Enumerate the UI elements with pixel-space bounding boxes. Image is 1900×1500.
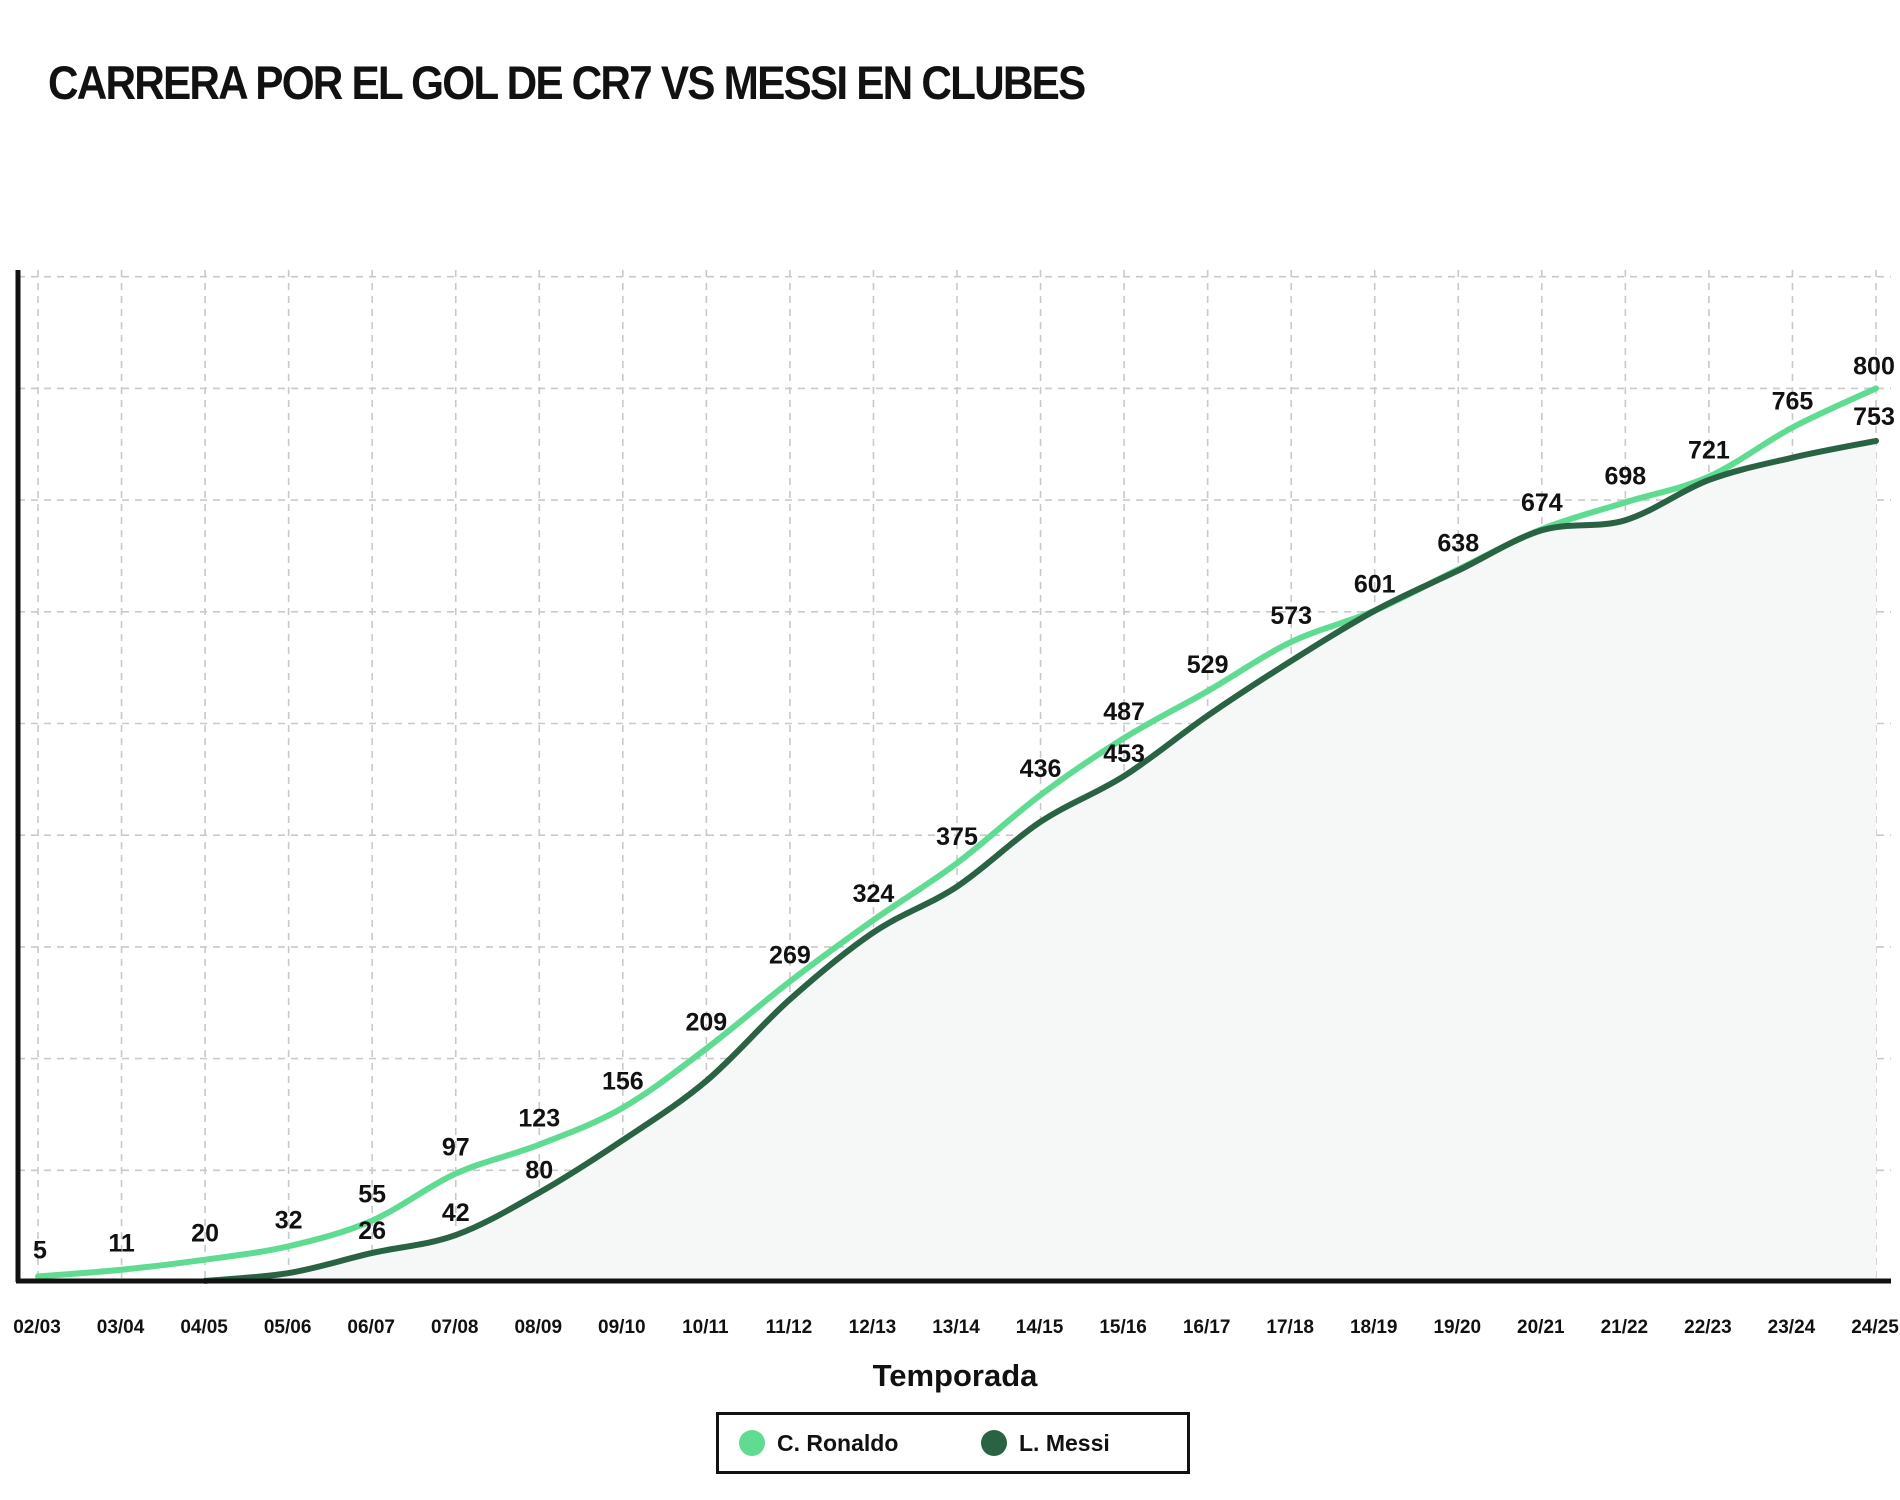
ronaldo-data-label: 529 — [1187, 651, 1229, 679]
ronaldo-series-line — [35, 385, 1879, 1280]
x-tick-label: 13/14 — [932, 1317, 980, 1338]
messi-data-label: 453 — [1103, 740, 1145, 768]
x-tick-labels: 02/03 03/04 04/05 05/06 06/07 07/08 08/09 09/10… — [13, 1317, 1899, 1338]
messi-data-label: 80 — [525, 1157, 553, 1185]
x-tick-label: 14/15 — [1016, 1317, 1064, 1338]
x-tick-label: 02/03 — [13, 1317, 61, 1338]
legend-label-messi: L. Messi — [1019, 1429, 1110, 1456]
x-tick-label: 17/18 — [1266, 1317, 1314, 1338]
ronaldo-data-label: 765 — [1772, 387, 1814, 415]
ronaldo-data-label: 800 — [1853, 352, 1895, 380]
legend-label-ronaldo: C. Ronaldo — [777, 1429, 899, 1456]
x-tick-label: 21/22 — [1601, 1317, 1649, 1338]
ronaldo-data-label: 674 — [1521, 489, 1563, 517]
x-tick-label: 16/17 — [1183, 1317, 1231, 1338]
x-axis-title: Temporada — [873, 1358, 1039, 1393]
messi-data-label: 26 — [358, 1217, 386, 1245]
ronaldo-data-label: 209 — [686, 1009, 728, 1037]
x-tick-label: 03/04 — [97, 1317, 145, 1338]
messi-legend-swatch — [981, 1430, 1007, 1456]
ronaldo-data-label: 573 — [1270, 602, 1312, 630]
x-tick-label: 22/23 — [1684, 1317, 1732, 1338]
ronaldo-data-label: 375 — [936, 823, 978, 851]
ronaldo-data-label: 156 — [602, 1068, 644, 1096]
ronaldo-data-label: 601 — [1354, 571, 1396, 599]
ronaldo-data-label: 487 — [1103, 698, 1145, 726]
ronaldo-data-label: 269 — [769, 942, 811, 970]
ronaldo-data-label: 97 — [442, 1134, 470, 1162]
ronaldo-data-label: 32 — [275, 1206, 303, 1234]
legend: C. Ronaldo L. Messi — [716, 1412, 1190, 1474]
messi-area-fill — [205, 440, 1876, 1282]
x-tick-label: 11/12 — [766, 1317, 813, 1338]
x-tick-label: 07/08 — [431, 1317, 479, 1338]
ronaldo-data-label: 123 — [518, 1105, 560, 1133]
x-tick-label: 12/13 — [849, 1317, 897, 1338]
x-tick-label: 04/05 — [180, 1317, 228, 1338]
legend-item-messi: L. Messi — [981, 1415, 1110, 1471]
x-tick-label: 09/10 — [598, 1317, 646, 1338]
messi-data-label: 42 — [442, 1199, 470, 1227]
ronaldo-data-label: 698 — [1605, 462, 1647, 490]
x-tick-label: 08/09 — [514, 1317, 562, 1338]
x-tick-label: 18/19 — [1350, 1317, 1398, 1338]
ronaldo-data-label: 20 — [191, 1220, 219, 1248]
messi-data-label: 753 — [1853, 403, 1895, 431]
ronaldo-data-label: 55 — [358, 1181, 386, 1209]
x-tick-label: 10/11 — [682, 1317, 729, 1338]
ronaldo-legend-swatch — [739, 1430, 765, 1456]
x-tick-label: 23/24 — [1768, 1317, 1816, 1338]
ronaldo-data-label: 5 — [33, 1236, 47, 1264]
x-tick-label: 05/06 — [264, 1317, 312, 1338]
x-tick-label: 06/07 — [347, 1317, 395, 1338]
ronaldo-data-label: 638 — [1437, 529, 1479, 557]
ronaldo-data-label: 11 — [108, 1230, 135, 1258]
legend-item-ronaldo: C. Ronaldo — [739, 1415, 898, 1471]
x-tick-label: 19/20 — [1433, 1317, 1481, 1338]
chart-title: CARRERA POR EL GOL DE CR7 VS MESSI EN CL… — [48, 56, 1086, 109]
x-tick-label: 24/25 — [1851, 1317, 1899, 1338]
axes — [15, 270, 1891, 1284]
ronaldo-data-label: 436 — [1020, 755, 1062, 783]
ronaldo-data-label: 721 — [1688, 437, 1730, 465]
ronaldo-data-label: 324 — [853, 880, 895, 908]
x-tick-label: 20/21 — [1517, 1317, 1565, 1338]
messi-series-line — [202, 437, 1879, 1284]
x-tick-label: 15/16 — [1099, 1317, 1147, 1338]
data-labels: 5 11 20 32 55 97 123 156 209 269 324 375 436 487 529 57… — [33, 352, 1895, 1264]
